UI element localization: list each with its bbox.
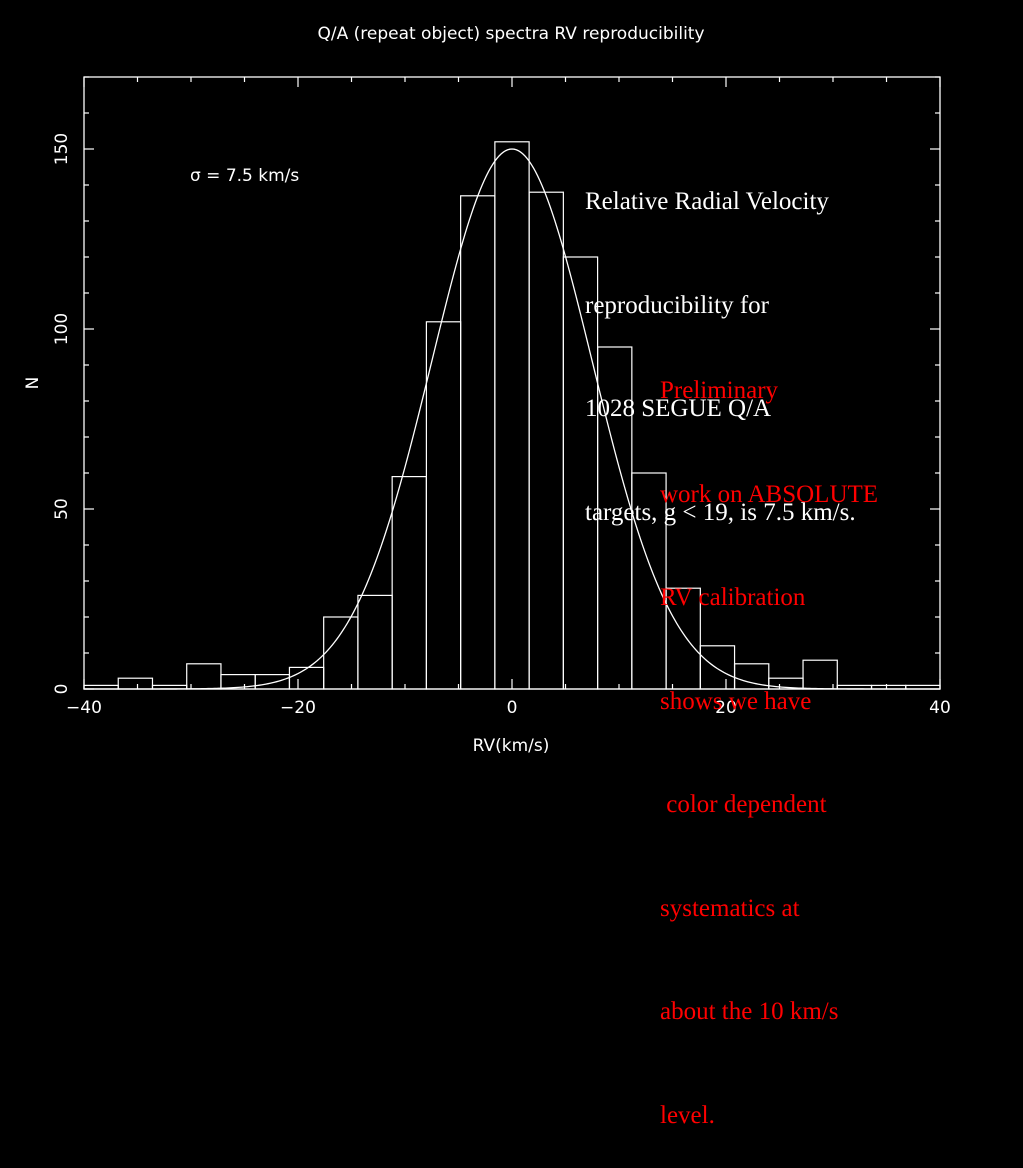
histogram-bar	[733, 663, 770, 690]
sigma-annotation: σ = 7.5 km/s	[190, 166, 299, 186]
histogram-bar	[528, 191, 564, 690]
y-tick-label: 100	[52, 313, 72, 345]
y-tick-labels: 0 50 100 150	[52, 133, 72, 695]
histogram-bar	[391, 476, 428, 690]
histogram-bar	[288, 666, 325, 690]
y-tick-label: 0	[52, 684, 72, 695]
histogram-bar	[186, 663, 222, 690]
reproducibility-note: Relative Radial Velocity reproducibility…	[585, 116, 856, 565]
note-line: Preliminary	[660, 377, 779, 404]
histogram-bar	[494, 141, 530, 690]
histogram-bar	[425, 321, 462, 690]
chart-title: Q/A (repeat object) spectra RV reproduci…	[317, 24, 704, 44]
note-line: RV calibration	[660, 584, 806, 611]
note-line: Relative Radial Velocity	[585, 188, 829, 215]
note-line: 1028 SEGUE Q/A	[585, 395, 772, 422]
note-line: systematics at	[660, 894, 800, 922]
note-line: level.	[660, 1101, 715, 1129]
x-tick-label: −40	[66, 698, 102, 718]
y-tick-label: 50	[52, 498, 72, 520]
gaussian-fit-curve	[84, 148, 940, 690]
histogram-bar	[323, 616, 359, 690]
histogram-bar	[117, 677, 154, 690]
note-line: targets, g < 19, is 7.5 km/s.	[585, 498, 856, 526]
histogram-bar	[460, 195, 496, 690]
x-tick-label: 40	[929, 698, 951, 718]
note-line: shows we have	[660, 687, 812, 715]
x-tick-label: 0	[507, 698, 518, 718]
x-tick-labels: −40 −20 0 20 40	[66, 698, 951, 718]
histogram-bar	[631, 472, 667, 690]
note-line: about the 10 km/s	[660, 998, 839, 1025]
absolute-rv-note: Preliminary work on ABSOLUTE RV calibrat…	[660, 305, 878, 1168]
note-line: work on ABSOLUTE	[660, 480, 879, 508]
x-axis-label: RV(km/s)	[473, 736, 550, 756]
y-tick-label: 150	[52, 133, 72, 165]
note-line: color dependent	[660, 791, 827, 818]
x-tick-label: 20	[715, 698, 737, 718]
histogram-bar	[254, 673, 291, 690]
histogram-bar	[357, 594, 393, 690]
histogram-chart: Q/A (repeat object) spectra RV reproduci…	[23, 24, 951, 756]
note-line: reproducibility for	[585, 291, 769, 319]
histogram-bar	[665, 587, 701, 690]
x-tick-label: −20	[280, 698, 316, 718]
histogram-bars	[83, 141, 941, 690]
y-axis-label: N	[23, 377, 43, 390]
